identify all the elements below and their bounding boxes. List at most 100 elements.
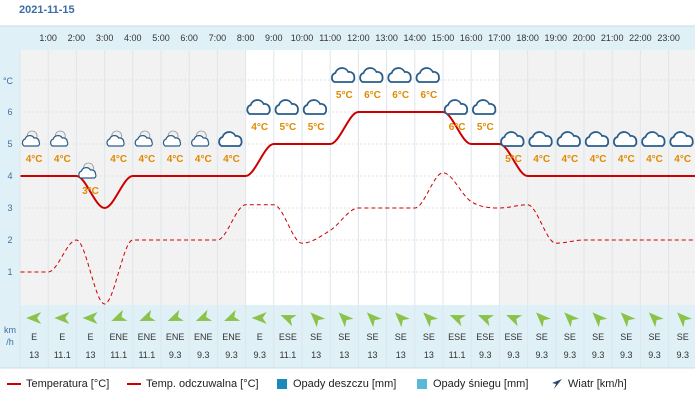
legend-item-rain[interactable]: Opady deszczu [mm] bbox=[277, 378, 396, 390]
weather-chart: 1:00 2:00 3:00 4:00 5:00 6:00 7:00 8:00 9:00 10:0… bbox=[0, 25, 695, 369]
cloud-icon bbox=[246, 99, 271, 115]
x-tick-label: 14:00 bbox=[404, 33, 427, 43]
wind-unit-label: km bbox=[4, 325, 16, 335]
wind-arrow-icon bbox=[552, 379, 562, 389]
temperature-data-label: 5°C bbox=[477, 122, 494, 133]
y-tick-label: 3 bbox=[7, 203, 12, 213]
wind-direction-label: SE bbox=[366, 332, 378, 342]
x-tick-label: 23:00 bbox=[657, 33, 680, 43]
cloud-moon-icon bbox=[134, 130, 153, 147]
cloud-icon bbox=[472, 99, 497, 115]
y-axis-panel bbox=[0, 26, 20, 368]
wind-speed-label: 9.3 bbox=[564, 350, 577, 360]
x-tick-label: 10:00 bbox=[291, 33, 314, 43]
wind-arrow-icon bbox=[310, 312, 326, 328]
chart-legend: Temperatura [°C] Temp. odczuwalna [°C] O… bbox=[0, 372, 695, 396]
legend-item-feels-like[interactable]: Temp. odczuwalna [°C] bbox=[127, 378, 259, 390]
night-shade bbox=[499, 50, 695, 305]
wind-unit-label: /h bbox=[6, 337, 14, 347]
wind-speed-label: 9.3 bbox=[676, 350, 689, 360]
wind-direction-label: ENE bbox=[194, 332, 213, 342]
cloud-moon-icon bbox=[78, 162, 97, 179]
x-tick-label: 12:00 bbox=[347, 33, 370, 43]
x-tick-label: 20:00 bbox=[573, 33, 596, 43]
wind-arrow-icon bbox=[167, 309, 184, 322]
time-header bbox=[20, 26, 695, 50]
wind-arrow-icon bbox=[536, 312, 551, 328]
wind-speed-label: 9.3 bbox=[535, 350, 548, 360]
temperature-data-label: 4°C bbox=[646, 154, 663, 165]
x-tick-label: 2:00 bbox=[68, 33, 86, 43]
wind-speed-label: 13 bbox=[339, 350, 349, 360]
temperature-data-label: 4°C bbox=[618, 154, 635, 165]
temperature-data-label: 4°C bbox=[54, 154, 71, 165]
wind-direction-label: ESE bbox=[279, 332, 297, 342]
wind-speed-label: 9.3 bbox=[225, 350, 238, 360]
wind-speed-label: 11.1 bbox=[449, 350, 466, 360]
wind-direction-label: ENE bbox=[109, 332, 128, 342]
wind-arrow-icon bbox=[677, 312, 692, 328]
temperature-data-label: 4°C bbox=[223, 154, 240, 165]
wind-direction-label: SE bbox=[677, 332, 689, 342]
x-tick-label: 17:00 bbox=[488, 33, 511, 43]
temperature-data-label: 5°C bbox=[308, 122, 325, 133]
wind-arrow-icon bbox=[195, 309, 213, 322]
temperature-data-label: 4°C bbox=[251, 122, 268, 133]
cloud-icon bbox=[218, 131, 243, 147]
wind-arrow-icon bbox=[366, 312, 382, 328]
wind-speed-label: 9.3 bbox=[620, 350, 633, 360]
snow-swatch bbox=[417, 379, 427, 389]
wind-arrow-icon bbox=[449, 314, 466, 327]
temperature-data-label: 4°C bbox=[167, 154, 184, 165]
wind-speed-label: 9.3 bbox=[169, 350, 182, 360]
wind-arrow-icon bbox=[280, 314, 297, 327]
x-tick-label: 3:00 bbox=[96, 33, 114, 43]
legend-temperature-label: Temperatura [°C] bbox=[26, 378, 110, 390]
temperature-data-label: 3°C bbox=[82, 186, 99, 197]
wind-speed-label: 13 bbox=[311, 350, 321, 360]
cloud-moon-icon bbox=[21, 130, 41, 147]
wind-arrow-icon bbox=[224, 309, 241, 322]
x-tick-label: 7:00 bbox=[209, 33, 227, 43]
temperature-data-label: 4°C bbox=[590, 154, 607, 165]
wind-direction-label: SE bbox=[564, 332, 576, 342]
wind-speed-label: 11.1 bbox=[279, 350, 296, 360]
cloud-icon bbox=[556, 131, 581, 147]
cloud-moon-icon bbox=[50, 130, 69, 147]
wind-speed-label: 9.3 bbox=[592, 350, 605, 360]
x-tick-label: 1:00 bbox=[39, 33, 57, 43]
temperature-data-label: 5°C bbox=[280, 122, 297, 133]
legend-item-snow[interactable]: Opady śniegu [mm] bbox=[417, 378, 528, 390]
y-axis-unit: °C bbox=[3, 76, 14, 86]
x-tick-label: 21:00 bbox=[601, 33, 624, 43]
wind-direction-label: SE bbox=[536, 332, 548, 342]
temperature-data-label: 4°C bbox=[195, 154, 212, 165]
wind-speed-label: 9.3 bbox=[648, 350, 661, 360]
cloud-icon bbox=[613, 131, 638, 147]
temperature-data-label: 6°C bbox=[449, 122, 466, 133]
cloud-icon bbox=[669, 131, 694, 147]
wind-direction-label: SE bbox=[648, 332, 660, 342]
wind-speed-label: 11.1 bbox=[138, 350, 155, 360]
cloud-icon bbox=[302, 99, 328, 115]
cloud-icon bbox=[500, 131, 525, 147]
wind-direction-label: E bbox=[257, 332, 263, 342]
wind-direction-label: SE bbox=[620, 332, 632, 342]
rain-swatch bbox=[277, 379, 287, 389]
x-tick-label: 11:00 bbox=[319, 33, 341, 43]
wind-direction-label: SE bbox=[310, 332, 322, 342]
cloud-icon bbox=[528, 131, 553, 147]
wind-arrow-icon bbox=[620, 312, 636, 328]
wind-direction-label: ESE bbox=[448, 332, 466, 342]
x-tick-label: 19:00 bbox=[545, 33, 568, 43]
x-tick-label: 4:00 bbox=[124, 33, 142, 43]
wind-speed-label: 13 bbox=[85, 350, 95, 360]
legend-item-wind[interactable]: Wiatr [km/h] bbox=[551, 378, 627, 390]
temperature-data-label: 4°C bbox=[139, 154, 156, 165]
wind-direction-label: ENE bbox=[222, 332, 241, 342]
forecast-date: 2021-11-15 bbox=[19, 4, 75, 16]
wind-direction-label: SE bbox=[423, 332, 435, 342]
legend-feels-like-label: Temp. odczuwalna [°C] bbox=[146, 378, 259, 390]
wind-speed-label: 9.3 bbox=[197, 350, 210, 360]
legend-item-temperature[interactable]: Temperatura [°C] bbox=[7, 378, 109, 390]
